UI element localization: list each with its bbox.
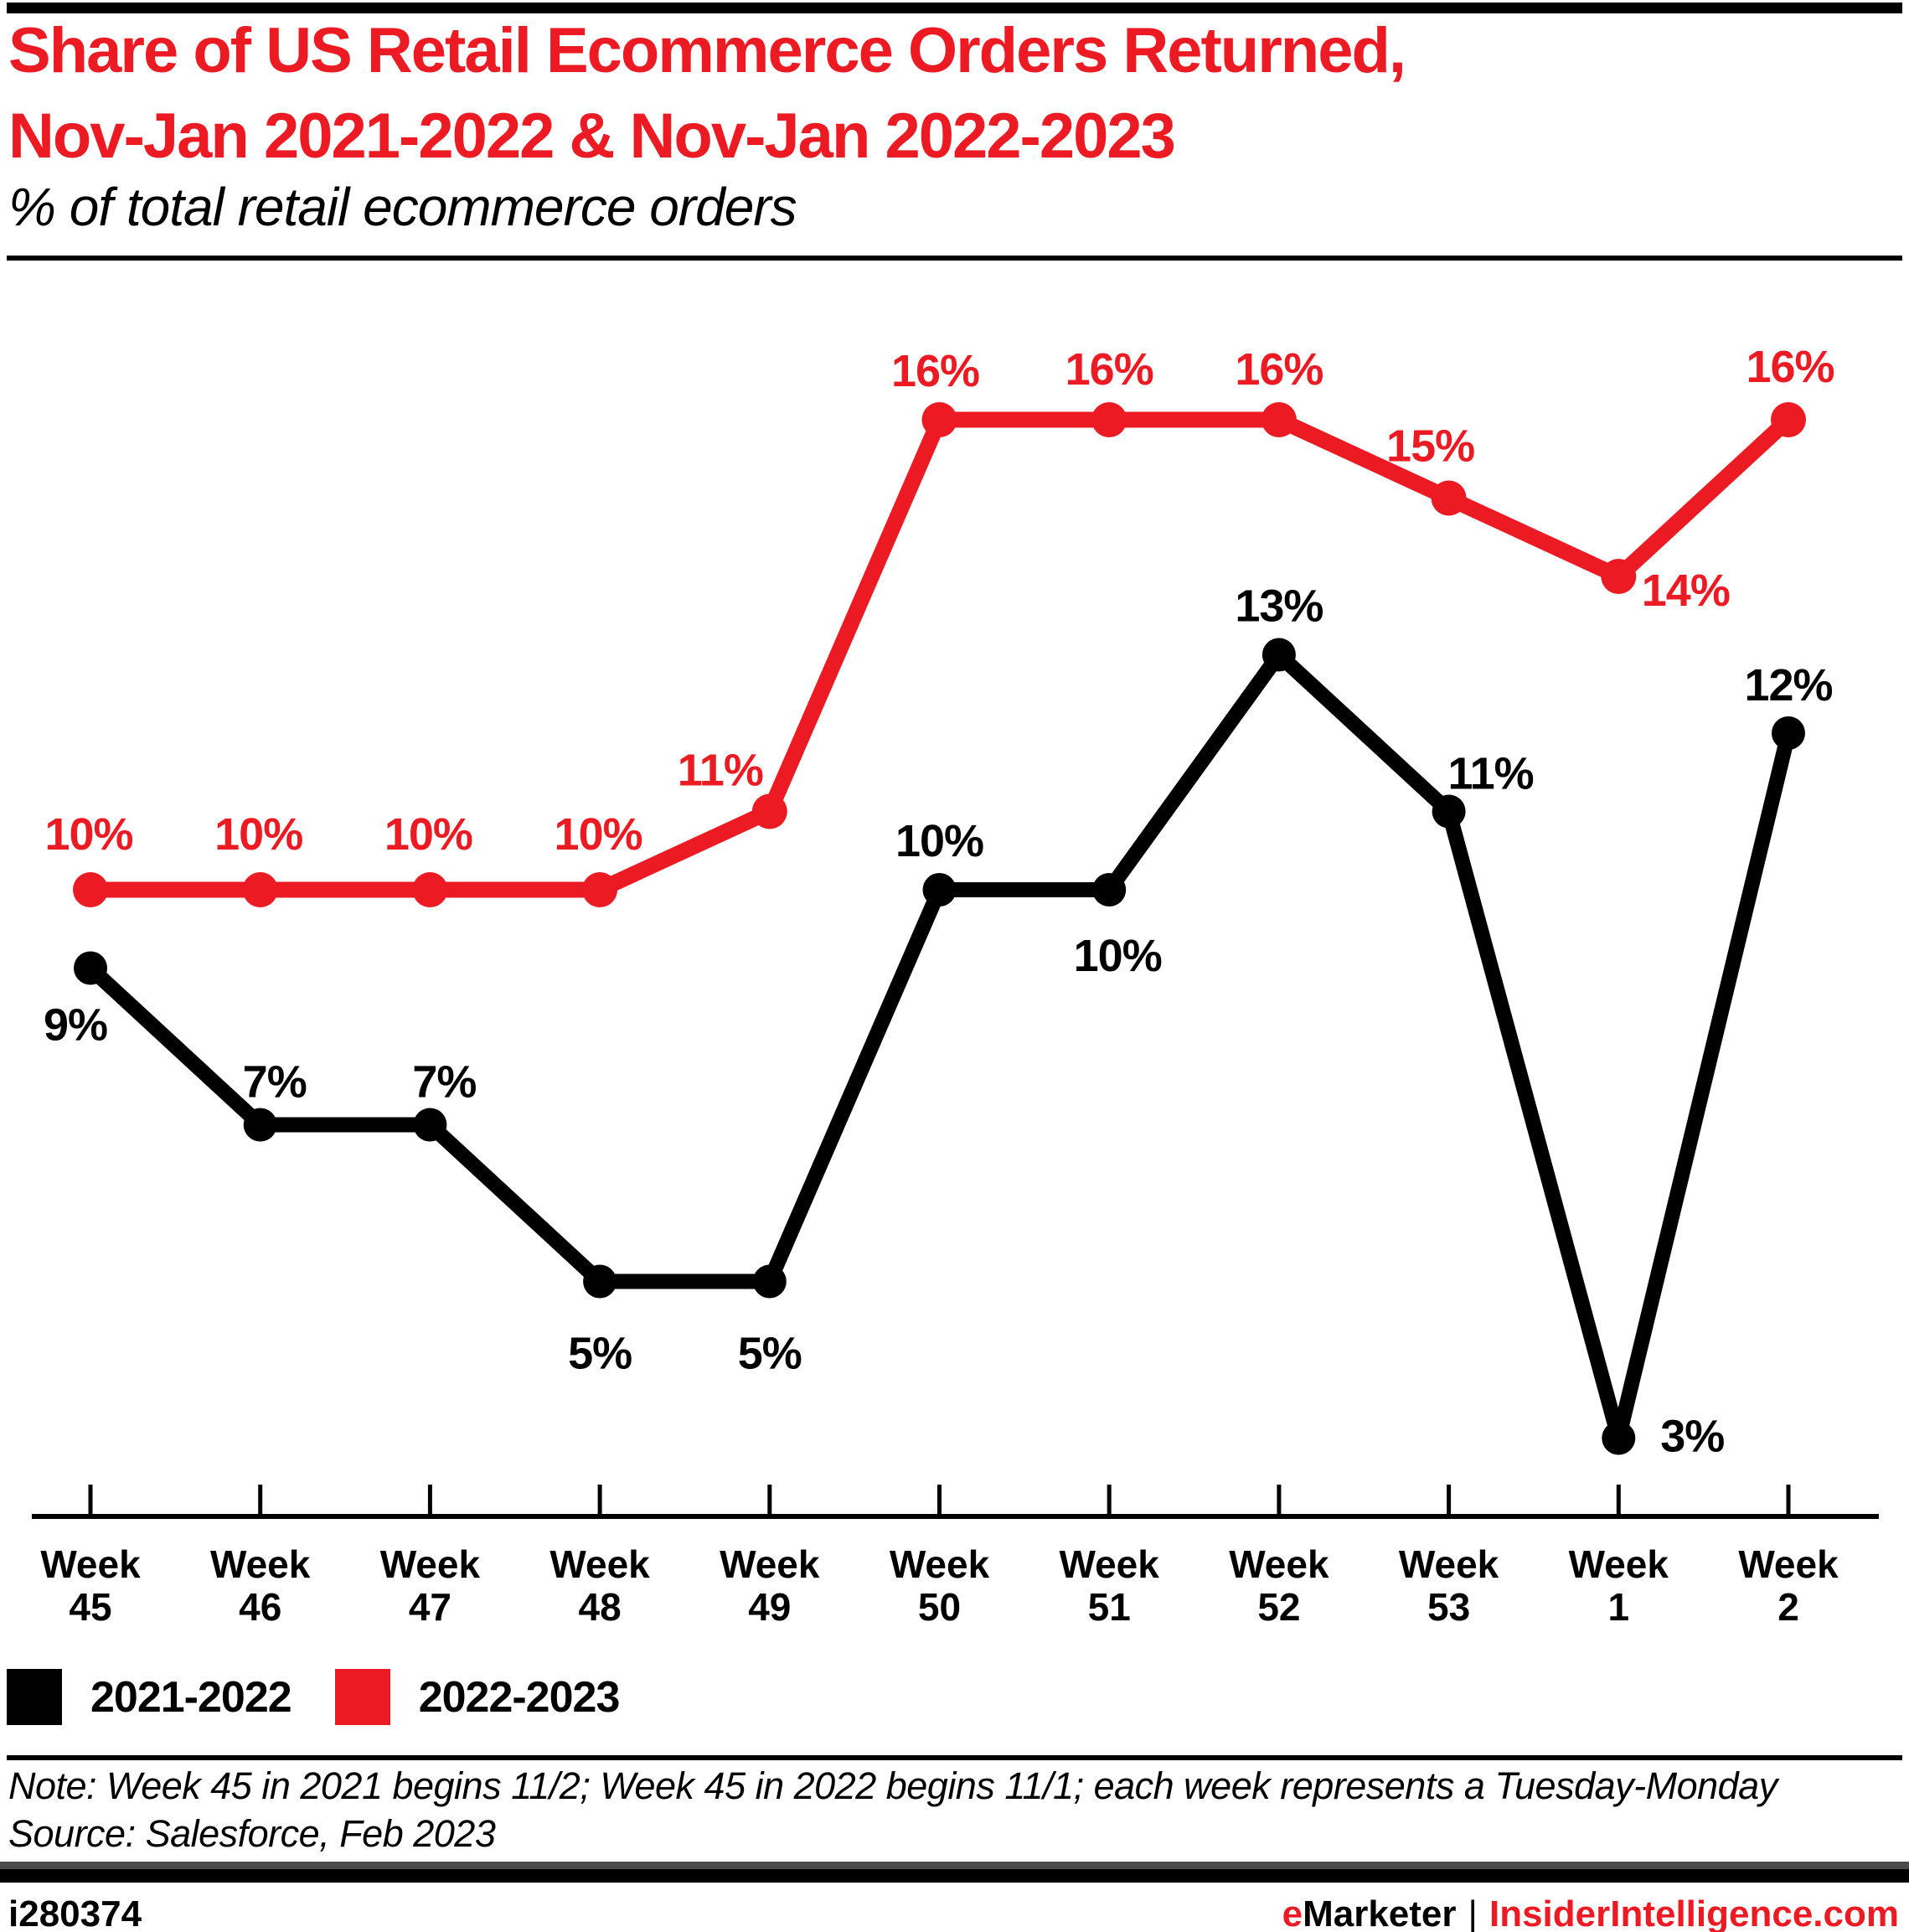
legend-swatch-2021-2022 [7, 1669, 62, 1725]
data-label-2022-2023-week-45: 10% [44, 809, 132, 860]
data-point-2022-2023-week-47 [412, 872, 448, 907]
data-label-2022-2023-week-2: 16% [1746, 342, 1834, 392]
data-point-2021-2022-week-50 [922, 873, 957, 907]
data-point-2022-2023-week-2 [1771, 402, 1806, 437]
footer-divider [7, 1755, 1902, 1760]
data-label-2021-2022-week-53: 11% [1448, 749, 1534, 799]
note-text: Note: Week 45 in 2021 begins 11/2; Week … [8, 1764, 1777, 1807]
brand-separator: | [1468, 1893, 1478, 1932]
x-tick-label-number: 51 [1088, 1585, 1131, 1629]
x-tick-label-number: 49 [748, 1585, 791, 1629]
data-point-2022-2023-week-49 [751, 793, 787, 829]
data-point-2021-2022-week-53 [1432, 794, 1466, 829]
brand-emarketer-rest: Marketer [1303, 1893, 1457, 1932]
x-tick-label-number: 1 [1608, 1585, 1630, 1629]
footer-accent-bar-black [0, 1869, 1909, 1883]
data-label-2022-2023-week-46: 10% [214, 809, 302, 860]
chart-id: i280374 [8, 1893, 142, 1932]
data-point-2022-2023-week-1 [1601, 559, 1637, 594]
data-point-2021-2022-week-45 [74, 951, 107, 985]
data-point-2022-2023-week-46 [242, 872, 278, 907]
x-tick-label-week: Week [1569, 1542, 1669, 1586]
brand-footer: eMarketer | InsiderIntelligence.com [1282, 1893, 1899, 1932]
data-point-2021-2022-week-51 [1092, 873, 1127, 907]
data-point-2021-2022-week-46 [243, 1108, 277, 1142]
brand-site-link[interactable]: InsiderIntelligence.com [1489, 1893, 1899, 1932]
x-tick-label-week: Week [40, 1542, 141, 1586]
data-label-2021-2022-week-51: 10% [1074, 931, 1162, 981]
data-label-2021-2022-week-1: 3% [1660, 1412, 1724, 1462]
header-divider [7, 256, 1902, 261]
x-tick-label-number: 46 [239, 1585, 281, 1629]
data-point-2022-2023-week-50 [921, 402, 957, 437]
data-point-2022-2023-week-48 [582, 872, 618, 907]
data-point-2021-2022-week-2 [1772, 716, 1805, 750]
data-point-2021-2022-week-49 [752, 1264, 787, 1299]
data-point-2021-2022-week-47 [413, 1108, 447, 1142]
chart-title-line-2: Nov-Jan 2021-2022 & Nov-Jan 2022-2023 [8, 101, 1176, 172]
x-tick-label-number: 2 [1777, 1585, 1799, 1629]
x-tick-label-week: Week [549, 1542, 650, 1586]
x-tick-label-number: 50 [918, 1585, 961, 1629]
legend-item-2021-2022: 2021-2022 [7, 1669, 292, 1725]
x-tick-label-week: Week [720, 1542, 820, 1586]
data-label-2022-2023-week-52: 16% [1235, 344, 1323, 395]
legend-label-2021-2022: 2021-2022 [90, 1672, 292, 1722]
data-point-2022-2023-week-53 [1431, 480, 1467, 516]
data-label-2022-2023-week-49: 11% [678, 746, 763, 796]
data-label-2022-2023-week-53: 15% [1386, 421, 1474, 472]
series-line-2021-2022 [85, 643, 1796, 1440]
data-label-2022-2023-week-48: 10% [555, 809, 642, 860]
x-tick-label-week: Week [1229, 1542, 1329, 1586]
x-tick-label-week: Week [380, 1542, 481, 1586]
data-point-2022-2023-week-51 [1091, 402, 1127, 437]
data-point-2022-2023-week-45 [73, 872, 108, 907]
data-label-2021-2022-week-47: 7% [412, 1057, 476, 1108]
data-label-2021-2022-week-50: 10% [895, 816, 983, 866]
data-label-2022-2023-week-50: 16% [891, 346, 979, 396]
data-label-2021-2022-week-48: 5% [568, 1329, 632, 1379]
top-accent-bar [7, 3, 1902, 13]
x-tick-label-number: 45 [69, 1585, 111, 1629]
legend: 2021-2022 2022-2023 [7, 1669, 663, 1725]
chart-title: Share of US Retail Ecommerce Orders Retu… [8, 8, 1901, 179]
data-label-2021-2022-week-52: 13% [1235, 581, 1323, 632]
x-tick-label-number: 47 [409, 1585, 451, 1629]
data-label-2021-2022-week-46: 7% [243, 1057, 307, 1108]
footer-accent-bar-gray [0, 1862, 1909, 1869]
data-label-2021-2022-week-2: 12% [1744, 660, 1832, 710]
data-point-2021-2022-week-48 [583, 1264, 617, 1299]
footer: i280374 eMarketer | InsiderIntelligence.co… [8, 1893, 1899, 1932]
x-tick-label-week: Week [1399, 1542, 1499, 1586]
source-text: Source: Salesforce, Feb 2023 [8, 1812, 496, 1855]
data-point-2021-2022-week-52 [1261, 638, 1296, 672]
x-tick-label-number: 52 [1257, 1585, 1300, 1629]
x-tick-label-number: 48 [579, 1585, 622, 1629]
x-tick-label-week: Week [210, 1542, 311, 1586]
data-label-2022-2023-week-51: 16% [1065, 344, 1153, 395]
x-tick-label-week: Week [1060, 1542, 1160, 1586]
chart-title-line-1: Share of US Retail Ecommerce Orders Retu… [8, 15, 1406, 86]
data-label-2022-2023-week-47: 10% [384, 809, 472, 860]
data-point-2021-2022-week-1 [1602, 1421, 1636, 1455]
data-label-2022-2023-week-1: 14% [1642, 566, 1730, 616]
legend-label-2022-2023: 2022-2023 [418, 1672, 621, 1722]
x-tick-label-week: Week [1738, 1542, 1839, 1586]
legend-item-2022-2023: 2022-2023 [334, 1669, 621, 1725]
x-tick-label-week: Week [890, 1542, 990, 1586]
data-label-2021-2022-week-45: 9% [44, 1000, 107, 1051]
data-label-2021-2022-week-49: 5% [738, 1329, 802, 1379]
brand-emarketer-e: e [1282, 1893, 1303, 1932]
chart-subtitle: % of total retail ecommerce orders [8, 177, 797, 237]
legend-swatch-2022-2023 [334, 1669, 390, 1725]
x-tick-label-number: 53 [1427, 1585, 1470, 1629]
data-point-2022-2023-week-52 [1261, 402, 1297, 437]
